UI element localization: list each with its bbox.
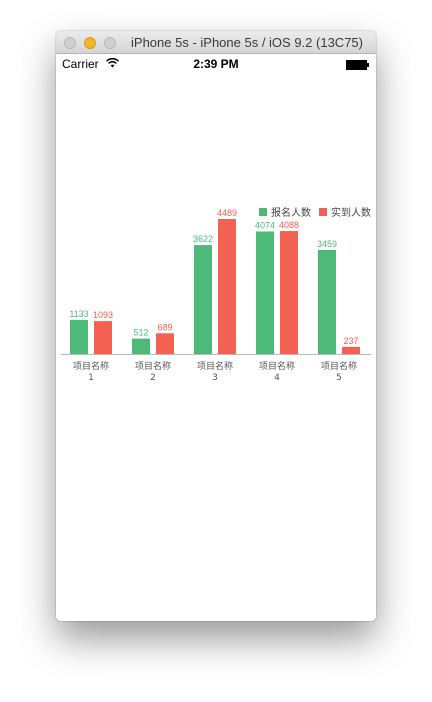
- x-tick-label-4: 项目名称 4: [259, 360, 295, 383]
- bar-registered-3: [194, 245, 212, 354]
- bar-attended-2: [156, 333, 174, 354]
- legend-swatch-attended: [319, 207, 327, 216]
- bar-attended-5: [342, 346, 360, 354]
- bar-attended-1: [94, 321, 112, 354]
- bar-registered-5: [318, 249, 336, 354]
- legend-label-registered: 报名人数: [271, 208, 311, 219]
- data-label-attended-5: 237: [343, 336, 358, 346]
- data-label-attended-1: 1093: [93, 310, 113, 320]
- bar-registered-2: [132, 338, 150, 354]
- legend-swatch-registered: [259, 207, 267, 216]
- x-tick-label-line: 项目名称: [135, 360, 171, 372]
- data-label-attended-4: 4088: [279, 220, 299, 230]
- bar-attended-3: [218, 219, 236, 354]
- x-tick-label-line: 5: [336, 373, 342, 383]
- window-title: iPhone 5s - iPhone 5s / iOS 9.2 (13C75): [131, 35, 363, 50]
- x-tick-label-line: 3: [212, 373, 218, 383]
- x-tick-label-line: 项目名称: [73, 360, 109, 372]
- data-label-registered-2: 512: [133, 328, 148, 338]
- data-label-registered-1: 1133: [69, 309, 88, 319]
- status-bar: Carrier 2:39 PM: [56, 54, 376, 74]
- data-label-registered-4: 4074: [255, 220, 275, 230]
- battery-icon: [346, 59, 370, 73]
- x-tick-label-5: 项目名称 5: [321, 360, 357, 383]
- x-tick-label-line: 2: [150, 373, 156, 383]
- zoom-button[interactable]: [104, 37, 116, 49]
- close-button[interactable]: [64, 37, 76, 49]
- x-tick-label-line: 1: [88, 373, 94, 383]
- status-time: 2:39 PM: [193, 57, 239, 71]
- x-tick-label-3: 项目名称 3: [197, 360, 233, 383]
- x-tick-label-line: 项目名称: [197, 360, 233, 372]
- data-label-attended-2: 689: [157, 322, 172, 332]
- data-label-registered-5: 3459: [317, 239, 337, 249]
- simulator-window: iPhone 5s - iPhone 5s / iOS 9.2 (13C75) …: [56, 31, 376, 621]
- bar-registered-1: [70, 319, 88, 354]
- data-label-registered-3: 3622: [193, 234, 213, 244]
- window-titlebar: iPhone 5s - iPhone 5s / iOS 9.2 (13C75): [56, 31, 376, 54]
- x-tick-label-line: 4: [274, 373, 280, 383]
- bar-attended-4: [280, 231, 298, 354]
- x-tick-label-2: 项目名称 2: [135, 360, 171, 383]
- data-label-attended-3: 4489: [217, 208, 237, 218]
- x-tick-label-line: 项目名称: [321, 360, 357, 372]
- minimize-button[interactable]: [84, 37, 96, 49]
- legend-item-registered: 报名人数: [259, 204, 311, 219]
- legend-label-attended: 实到人数: [331, 208, 371, 219]
- legend-item-attended: 实到人数: [319, 204, 371, 219]
- x-tick-label-1: 项目名称 1: [73, 360, 109, 383]
- chart-legend: 报名人数 实到人数: [251, 204, 371, 219]
- device-screen: Carrier 2:39 PM 报名人数: [56, 54, 376, 621]
- wifi-icon: [105, 57, 120, 71]
- carrier-label: Carrier: [62, 57, 99, 71]
- x-tick-label-line: 项目名称: [259, 360, 295, 372]
- bar-registered-4: [256, 231, 274, 354]
